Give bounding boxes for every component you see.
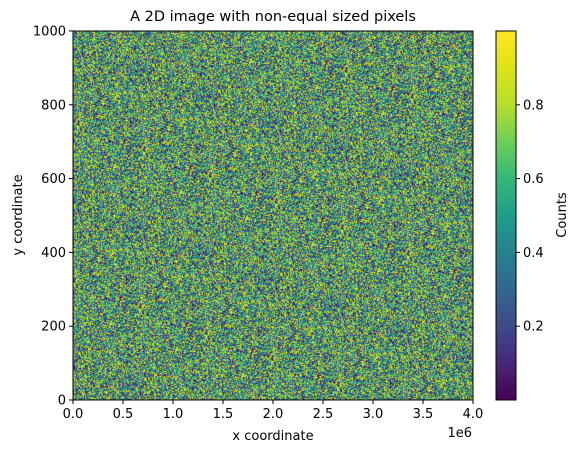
y-tick-label: 200 [41,320,66,335]
y-tick-label: 0 [58,394,66,409]
x-tick-label: 0.0 [63,407,84,422]
colorbar-tick-label: 0.4 [523,246,544,261]
x-tick-label: 2.5 [313,407,334,422]
y-axis: 0 200 400 600 800 1000 [33,25,73,409]
y-tick-label: 800 [41,98,66,113]
x-tick-label: 1.5 [213,407,234,422]
chart-title: A 2D image with non-equal sized pixels [130,9,416,25]
x-axis: 0.0 0.5 1.0 1.5 2.0 2.5 3.0 3.5 4.0 [63,400,484,422]
y-axis-label: y coordinate [11,174,26,255]
colorbar-tick-label: 0.2 [523,320,544,335]
x-tick-label: 3.5 [413,407,434,422]
y-tick-label: 600 [41,172,66,187]
colorbar-ticks: 0.2 0.4 0.6 0.8 [516,98,544,335]
x-axis-offset-label: 1e6 [447,426,472,441]
colorbar-gradient [495,30,517,401]
x-tick-label: 4.0 [463,407,484,422]
x-tick-label: 1.0 [163,407,184,422]
x-axis-label: x coordinate [232,429,313,444]
y-tick-label: 400 [41,246,66,261]
colorbar: 0.2 0.4 0.6 0.8 Counts [495,30,570,401]
colorbar-label: Counts [555,192,570,238]
colorbar-tick-label: 0.6 [523,172,544,187]
x-tick-label: 0.5 [113,407,134,422]
plot-area [72,30,474,401]
colorbar-tick-label: 0.8 [523,98,544,113]
heatmap-image [73,31,473,400]
y-tick-label: 1000 [33,25,66,40]
x-tick-label: 3.0 [363,407,384,422]
x-tick-label: 2.0 [263,407,284,422]
